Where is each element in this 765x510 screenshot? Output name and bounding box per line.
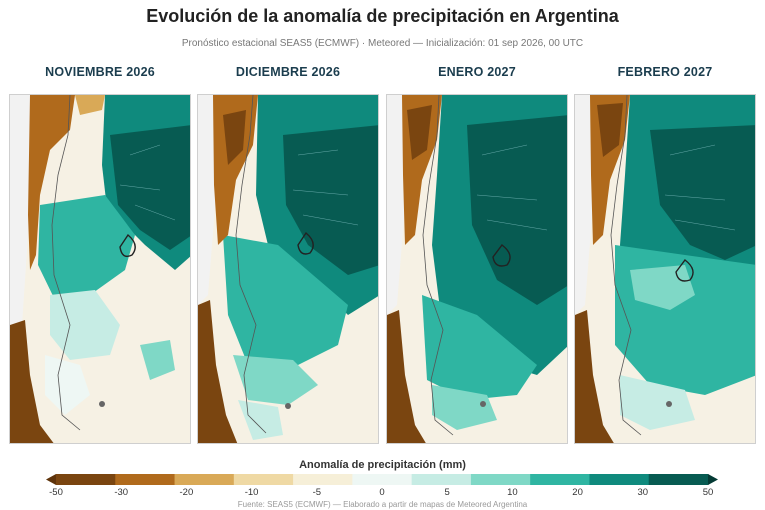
colorbar-segment <box>293 474 353 485</box>
colorbar-tick-label: -10 <box>244 487 259 498</box>
panel-title-february: FEBRERO 2027 <box>617 65 713 79</box>
panel-title-december: DICIEMBRE 2026 <box>235 65 341 79</box>
colorbar-segment <box>233 474 294 485</box>
colorbar-tick-label: -5 <box>312 487 322 498</box>
anomaly-map-december <box>198 95 378 443</box>
colorbar-tick-label: -30 <box>114 487 129 498</box>
colorbar-tick-label: 30 <box>637 487 649 498</box>
anomaly-map-february <box>575 95 755 443</box>
colorbar-tick-label: -20 <box>179 487 194 498</box>
colorbar-segment <box>174 474 235 485</box>
panel-title-november: NOVIEMBRE 2026 <box>45 65 155 79</box>
colorbar-tick-label: 0 <box>379 487 385 498</box>
anomaly-map-november <box>10 95 190 443</box>
colorbar-segment <box>56 474 116 485</box>
colorbar-segment <box>470 474 531 485</box>
anomaly-map-january <box>387 95 567 443</box>
colorbar-segment <box>411 474 472 485</box>
map-panel-december <box>197 94 379 444</box>
colorbar-segment <box>648 474 709 485</box>
map-title: Evolución de la anomalía de precipitació… <box>146 6 619 26</box>
colorbar-tick-label: 20 <box>572 487 583 498</box>
colorbar-tick-label: 5 <box>444 487 450 498</box>
map-subtitle: Pronóstico estacional SEAS5 (ECMWF) · Me… <box>181 38 584 49</box>
map-panel-february <box>574 94 756 444</box>
colorbar-tick-label: -50 <box>49 487 63 498</box>
colorbar-tick-label: 50 <box>702 487 714 498</box>
colorbar-segment <box>589 474 650 485</box>
colorbar-segment <box>530 474 590 485</box>
colorbar <box>46 474 718 485</box>
map-panel-january <box>386 94 568 444</box>
panel-title-january: ENERO 2027 <box>438 65 516 79</box>
colorbar-tick-label: 10 <box>507 487 518 498</box>
colorbar-arrow-right <box>708 474 718 485</box>
source-note: Fuente: SEAS5 (ECMWF) — Elaborado a part… <box>237 500 528 509</box>
legend-title: Anomalía de precipitación (mm) <box>299 459 466 471</box>
map-panel-november <box>9 94 191 444</box>
colorbar-segment <box>115 474 176 485</box>
colorbar-arrow-left <box>46 474 56 485</box>
colorbar-segment <box>352 474 413 485</box>
